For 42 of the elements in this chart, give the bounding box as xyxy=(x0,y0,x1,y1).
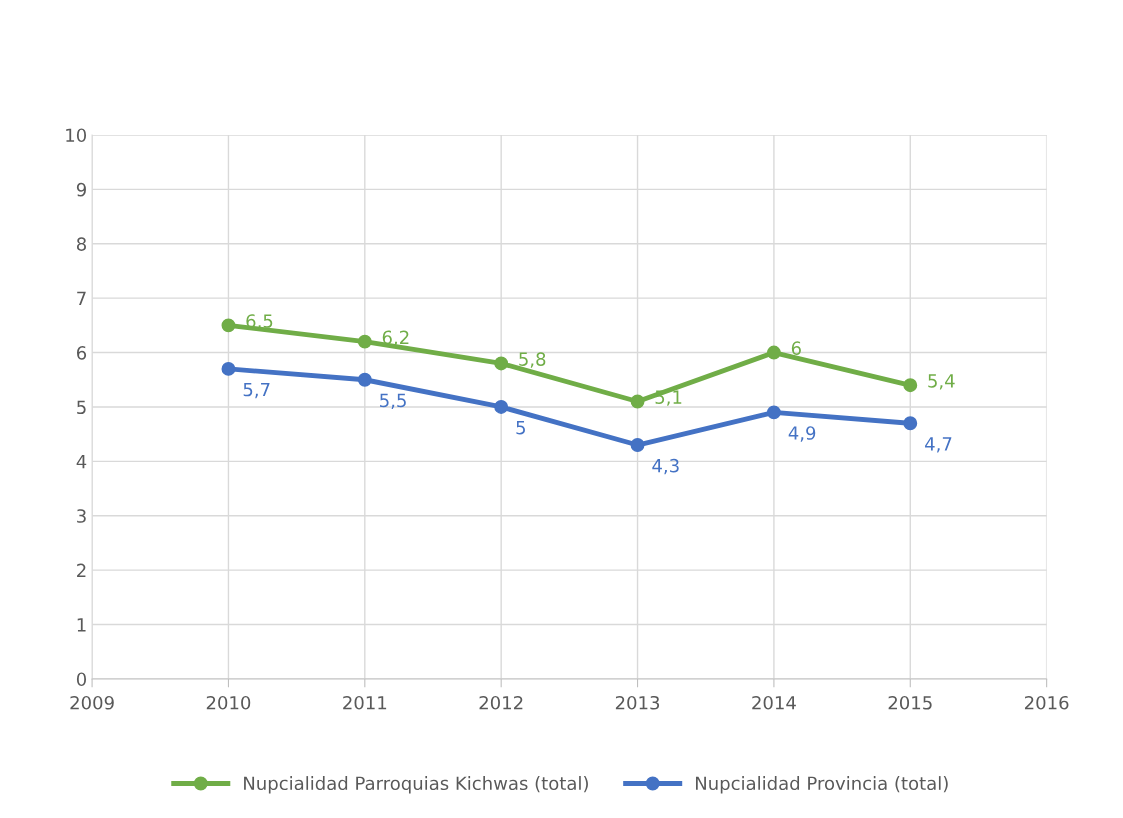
legend-label: Nupcialidad Parroquias Kichwas (total) xyxy=(244,776,588,794)
y-tick-label: 9 xyxy=(76,182,86,197)
point xyxy=(630,438,645,452)
point xyxy=(221,361,236,376)
data-label: 5,8 xyxy=(519,352,546,368)
x-tick-label: 2015 xyxy=(888,695,932,710)
point xyxy=(766,345,781,360)
data-label: 5 xyxy=(516,421,525,435)
data-label: 6 xyxy=(791,341,801,356)
point xyxy=(357,372,372,387)
data-label: 5,5 xyxy=(380,393,406,410)
point xyxy=(766,405,781,420)
y-tick-label: 6 xyxy=(77,346,87,360)
point xyxy=(357,334,372,349)
y-tick-label: 3 xyxy=(77,509,86,523)
point xyxy=(221,318,236,333)
y-tick-label: 4 xyxy=(76,455,87,469)
point xyxy=(903,416,918,431)
y-tick-label: 0 xyxy=(76,672,87,687)
data-label: 4,3 xyxy=(652,458,679,475)
y-tick-label: 5 xyxy=(77,400,86,415)
y-tick-label: 10 xyxy=(66,128,87,143)
y-tick-label: 1 xyxy=(77,618,86,632)
x-tick-label: 2009 xyxy=(70,695,114,710)
x-tick-label: 2010 xyxy=(206,695,251,710)
y-tick-label: 8 xyxy=(76,237,86,251)
x-tick-label: 2014 xyxy=(752,695,796,710)
data-label: 4,7 xyxy=(925,437,952,453)
y-tick-label: 7 xyxy=(77,291,86,306)
x-tick-label: 2011 xyxy=(343,695,387,710)
x-tick-label: 2016 xyxy=(1024,695,1069,710)
x-tick-label: 2012 xyxy=(479,695,523,710)
y-tick-label: 2 xyxy=(77,563,86,578)
legend-label: Nupcialidad Provincia (total) xyxy=(696,776,948,794)
data-label: 5,4 xyxy=(928,374,955,390)
data-label: 4,9 xyxy=(788,426,816,442)
point xyxy=(630,394,645,409)
point xyxy=(903,378,918,393)
point xyxy=(494,400,509,414)
x-tick-label: 2013 xyxy=(615,695,660,710)
point xyxy=(494,356,509,371)
data-label: 5,7 xyxy=(243,382,270,399)
